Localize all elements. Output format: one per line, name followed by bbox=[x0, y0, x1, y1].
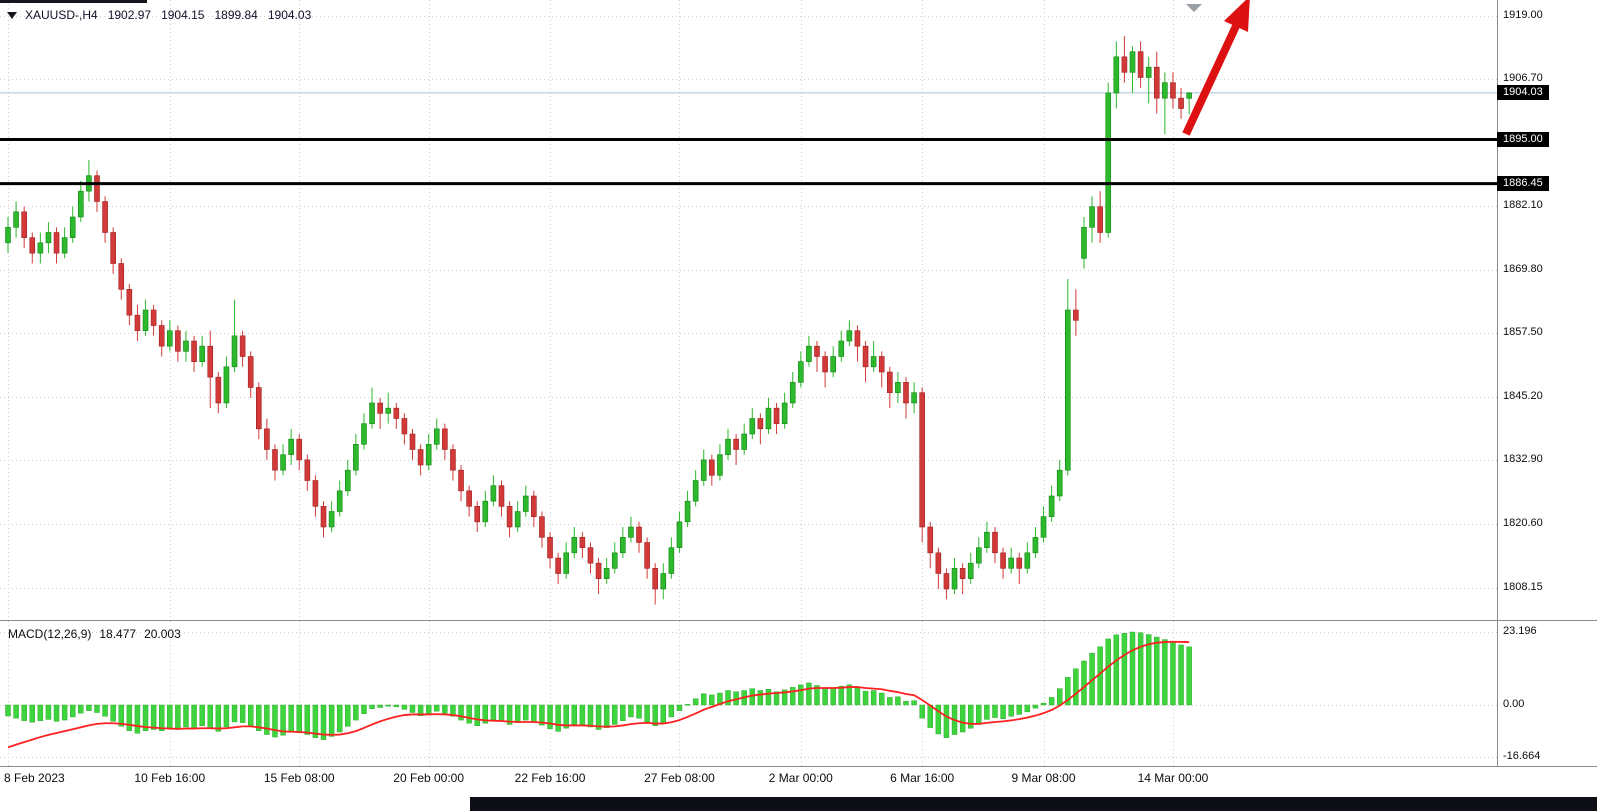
symbol-period-label: XAUUSD-,H4 bbox=[25, 8, 98, 22]
price-axis-label: 1845.20 bbox=[1503, 389, 1543, 402]
time-axis-label: 6 Mar 16:00 bbox=[890, 771, 955, 785]
price-badge-hline: 1895.00 bbox=[1497, 131, 1549, 147]
price-axis-label: 1808.15 bbox=[1503, 581, 1543, 594]
macd-axis-label: -16.664 bbox=[1503, 750, 1541, 763]
symbol-marker-icon bbox=[7, 11, 17, 19]
quote-open: 1902.97 bbox=[107, 8, 152, 22]
quote-close: 1904.03 bbox=[267, 8, 312, 22]
bottom-bar bbox=[470, 797, 1597, 811]
price-axis-label: 1869.80 bbox=[1503, 262, 1543, 275]
macd-signal-value: 20.003 bbox=[144, 627, 181, 641]
price-badge-hline: 1886.45 bbox=[1497, 175, 1549, 191]
time-axis-label: 27 Feb 08:00 bbox=[644, 771, 715, 785]
time-axis: 8 Feb 2023 10 Feb 16:00 15 Feb 08:00 20 Feb… bbox=[0, 771, 1597, 791]
macd-grid bbox=[0, 621, 1497, 766]
macd-signal-line bbox=[7, 640, 1190, 749]
panel-separator[interactable] bbox=[0, 620, 1597, 621]
time-axis-label: 10 Feb 16:00 bbox=[134, 771, 206, 785]
chart-title-bar: XAUUSD-,H4 1902.97 1904.15 1899.84 1904.… bbox=[7, 8, 311, 22]
time-axis-label: 8 Feb 2023 bbox=[4, 771, 65, 785]
price-axis-label: 1919.00 bbox=[1503, 8, 1543, 21]
time-axis-label: 14 Mar 00:00 bbox=[1137, 771, 1209, 785]
price-axis-label: 1906.70 bbox=[1503, 72, 1543, 85]
price-axis-separator bbox=[1497, 0, 1498, 766]
time-axis-label: 15 Feb 08:00 bbox=[263, 771, 335, 785]
price-badge-current-price: 1904.03 bbox=[1497, 84, 1549, 100]
price-chart[interactable] bbox=[0, 0, 1497, 620]
quote-low: 1899.84 bbox=[214, 8, 258, 22]
price-axis-label: 1832.90 bbox=[1503, 453, 1543, 466]
macd-indicator-chart[interactable] bbox=[0, 621, 1497, 766]
time-axis-label: 22 Feb 16:00 bbox=[514, 771, 586, 785]
macd-axis-label: 23.196 bbox=[1503, 625, 1537, 638]
time-axis-label: 2 Mar 00:00 bbox=[768, 771, 833, 785]
macd-label: MACD(12,26,9) bbox=[8, 627, 92, 641]
top-edge-artifact bbox=[0, 0, 147, 3]
macd-axis-label: 0.00 bbox=[1503, 697, 1525, 710]
price-axis-label: 1820.60 bbox=[1503, 516, 1543, 529]
candlesticks-group[interactable] bbox=[5, 36, 1192, 605]
time-axis-label: 20 Feb 00:00 bbox=[393, 771, 465, 785]
macd-main-value: 18.477 bbox=[99, 627, 137, 641]
macd-caption: MACD(12,26,9) 18.477 20.003 bbox=[8, 627, 181, 641]
price-axis-label: 1857.50 bbox=[1503, 326, 1543, 339]
time-axis-separator bbox=[0, 766, 1597, 767]
time-axis-label: 9 Mar 08:00 bbox=[1011, 771, 1076, 785]
price-grid bbox=[0, 0, 1497, 620]
macd-histogram-group bbox=[5, 631, 1192, 740]
quote-high: 1904.15 bbox=[161, 8, 205, 22]
price-axis-label: 1882.10 bbox=[1503, 199, 1543, 212]
